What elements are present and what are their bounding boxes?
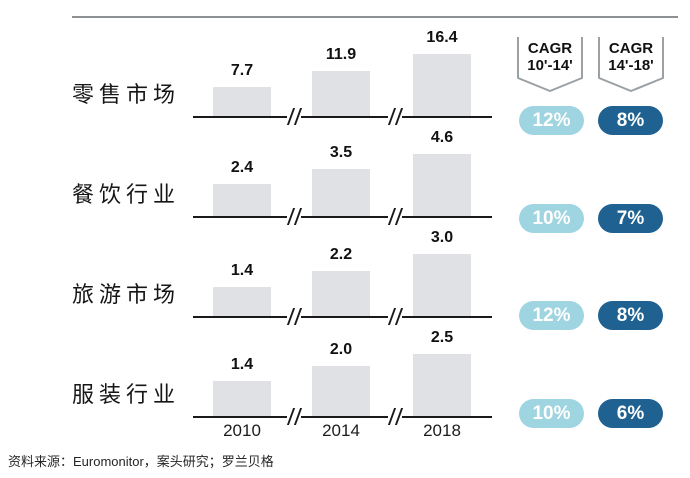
bar-value-label: 3.0 (430, 229, 454, 246)
bar-value-label: 7.7 (230, 62, 254, 79)
axis-break-icon (286, 308, 303, 325)
banner-ribbon-icon (598, 37, 664, 92)
bar-value-label: 1.4 (230, 356, 254, 373)
cagr-10-14-banner: CAGR 10'-14' (517, 37, 583, 93)
x-axis-tick-2010: 2010 (223, 421, 261, 440)
bar (213, 87, 271, 116)
bar-value-label: 2.5 (430, 329, 454, 346)
axis-break-icon (286, 108, 303, 125)
x-axis-tick-2018: 2018 (423, 421, 461, 440)
cagr-14-18-banner-label: CAGR 14'-18' (598, 40, 664, 74)
cagr-pill-14-18: 8% (598, 106, 663, 135)
bar-group: 2.0 (312, 341, 370, 416)
banner-ribbon-icon (517, 37, 583, 92)
bar-value-label: 2.2 (329, 246, 353, 263)
bar-group: 2.5 (413, 329, 471, 416)
cagr-pill-10-14: 10% (519, 204, 584, 233)
bar (413, 54, 471, 116)
bar-value-label: 11.9 (325, 46, 357, 63)
axis-baseline (193, 316, 492, 318)
bar (413, 154, 471, 216)
cagr-banner-line1: CAGR (608, 40, 654, 57)
cagr-banner-line1: CAGR (527, 40, 573, 57)
bar-group: 11.9 (312, 46, 370, 116)
bar-value-label: 2.4 (230, 159, 254, 176)
bar-group: 3.5 (312, 144, 370, 216)
cagr-pill-14-18: 6% (598, 399, 663, 428)
cagr-10-14-banner-label: CAGR 10'-14' (517, 40, 583, 74)
row-label: 零售市场 (72, 82, 181, 107)
bar-group: 2.4 (213, 159, 271, 216)
bar (312, 71, 370, 116)
cagr-banner-line2: 14'-18' (608, 57, 654, 74)
axis-break-icon (286, 208, 303, 225)
bar-group: 1.4 (213, 356, 271, 416)
bar-group: 2.2 (312, 246, 370, 316)
axis-baseline (193, 116, 492, 118)
bar-value-label: 2.0 (329, 341, 353, 358)
axis-break-icon (387, 208, 404, 225)
cagr-pill-10-14: 12% (519, 106, 584, 135)
axis-break-icon (387, 308, 404, 325)
bar (312, 271, 370, 316)
bar (413, 254, 471, 316)
cagr-pill-10-14: 12% (519, 301, 584, 330)
bar-value-label: 1.4 (230, 262, 254, 279)
bar (213, 381, 271, 416)
bar-group: 3.0 (413, 229, 471, 316)
bar-group: 16.4 (413, 29, 471, 116)
bar (312, 366, 370, 416)
bar (213, 287, 271, 316)
chart-row-tourism: 旅游市场 1.4 2.2 3.0 12% 8% (0, 218, 690, 338)
row-label: 餐饮行业 (72, 182, 181, 207)
x-axis-tick-2014: 2014 (322, 421, 360, 440)
cagr-14-18-banner: CAGR 14'-18' (598, 37, 664, 93)
axis-break-icon (387, 108, 404, 125)
axis-break-icon (387, 408, 404, 425)
bar-group: 7.7 (213, 62, 271, 116)
cagr-pill-14-18: 7% (598, 204, 663, 233)
bar (213, 184, 271, 216)
axis-baseline (193, 216, 492, 218)
bar (413, 354, 471, 416)
row-label: 旅游市场 (72, 282, 181, 307)
chart-row-retail: 零售市场 7.7 11.9 16.4 12% 8% (0, 18, 690, 138)
bar (312, 169, 370, 216)
bar-group: 1.4 (213, 262, 271, 316)
chart-row-apparel: 服装行业 1.4 2.0 2.5 2010 2014 2018 10% 6% (0, 318, 690, 440)
bar-value-label: 3.5 (329, 144, 353, 161)
bar-group: 4.6 (413, 129, 471, 216)
cagr-pill-10-14: 10% (519, 399, 584, 428)
top-divider-rule (72, 16, 678, 18)
bar-value-label: 16.4 (426, 29, 458, 46)
cagr-banner-line2: 10'-14' (527, 57, 573, 74)
chart-row-catering: 餐饮行业 2.4 3.5 4.6 10% 7% (0, 118, 690, 238)
source-note: 资料来源：Euromonitor，案头研究；罗兰贝格 (8, 454, 274, 469)
cagr-pill-14-18: 8% (598, 301, 663, 330)
axis-break-icon (286, 408, 303, 425)
row-label: 服装行业 (72, 382, 181, 407)
axis-baseline (193, 416, 492, 418)
bar-value-label: 4.6 (430, 129, 454, 146)
